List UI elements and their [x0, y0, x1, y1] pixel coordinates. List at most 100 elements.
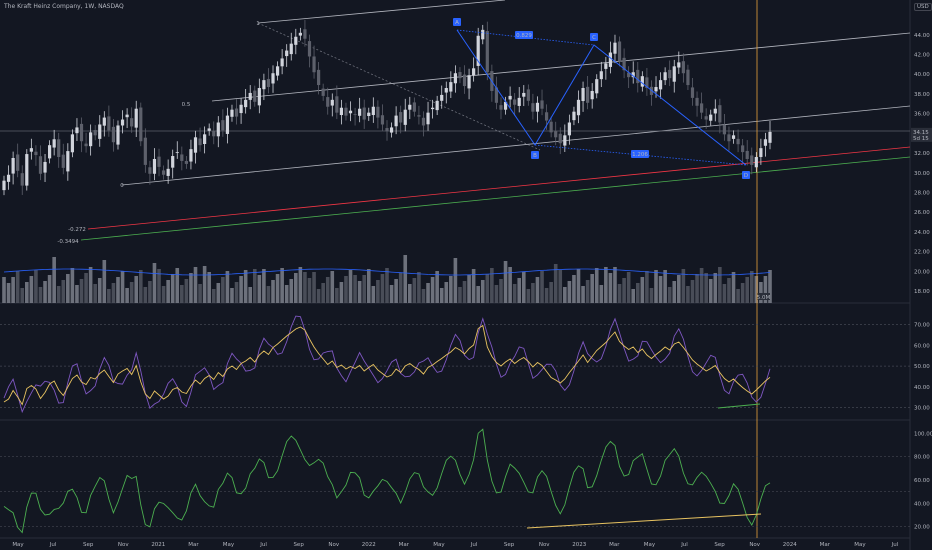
volume-bar [376, 280, 380, 303]
volume-bar [663, 270, 667, 303]
volume-bar [180, 285, 184, 303]
time-axis[interactable]: May Jul Sep Nov 2021 Mar May Jul Sep Nov 2022 Mar Ma… [12, 542, 898, 548]
time-tick-label: May [433, 542, 445, 548]
stoch-panel: 100.00 80.00 60.00 40.00 20.00 [0, 428, 932, 534]
volume-label: 5.0M [757, 295, 771, 301]
candle-body [253, 90, 257, 102]
volume-bar [202, 266, 207, 303]
candle-body [535, 102, 540, 112]
candle-body [590, 90, 594, 100]
candle-body [75, 127, 79, 134]
candle-body [111, 126, 116, 143]
volume-bar [303, 272, 307, 303]
harmonic-pattern[interactable]: A B C D 0.829 1.206 [453, 18, 750, 179]
volume-bar [672, 281, 677, 303]
candle-body [216, 122, 220, 137]
candle-body [143, 137, 147, 165]
candle-body [435, 100, 439, 111]
volume-bar [38, 287, 43, 303]
volume-bar [298, 267, 303, 303]
candle-body [394, 115, 398, 127]
price-axis[interactable]: 44.0042.0040.0038.0036.0034.0032.0030.00… [911, 33, 932, 295]
fib-label-neg-3494: -0.3494 [57, 239, 79, 245]
candle-body [608, 52, 613, 67]
candle-body [248, 92, 252, 100]
candle-body [193, 137, 198, 153]
indicator-tick-label: 50.00 [914, 364, 930, 370]
candle-body [426, 112, 430, 125]
candle-body [371, 106, 375, 116]
volume-bar [467, 275, 471, 303]
pattern-legs [456, 29, 747, 166]
price-tick-label: 28.00 [914, 191, 930, 197]
time-tick-label: Jul [680, 542, 688, 548]
volume-bar [102, 260, 107, 303]
volume-bar [385, 268, 389, 303]
indicator-tick-label: 20.00 [914, 525, 930, 531]
price-tick-label: 18.00 [914, 289, 930, 295]
candle-body [125, 114, 129, 118]
volume-bar [271, 280, 275, 303]
candle-body [212, 130, 216, 137]
candle-body [166, 168, 170, 176]
candle-body [544, 112, 549, 121]
candle-body [285, 50, 289, 57]
candle-body [522, 92, 526, 97]
candle-body [52, 139, 56, 148]
candle-body [70, 134, 74, 153]
candle-body [257, 88, 261, 106]
pattern-point-c: C [592, 35, 596, 41]
volume-bar [590, 274, 594, 303]
volume-bar [257, 275, 262, 303]
candle-body [531, 103, 535, 112]
candle-body [161, 170, 166, 175]
candle-body [631, 72, 635, 78]
volume-bar [667, 287, 672, 303]
candle-body [221, 120, 225, 131]
volume-bar [731, 272, 736, 303]
currency-badge[interactable]: USD [914, 3, 932, 11]
candle-body [417, 115, 421, 117]
candlesticks [2, 19, 772, 196]
candle-body [339, 107, 344, 116]
indicator-tick-label: 100.00 [914, 431, 932, 437]
time-tick-label: May [12, 542, 24, 548]
candle-body [385, 128, 389, 132]
candle-body [330, 99, 334, 106]
volume-bar [430, 277, 435, 303]
candle-body [636, 69, 640, 84]
volume-bar [189, 273, 193, 303]
volume-bar [138, 270, 143, 303]
candle-body [645, 77, 649, 89]
volume-bar [749, 271, 754, 303]
volume-bar [225, 271, 230, 303]
fib-line-neg1 [87, 146, 911, 230]
time-tick-label: Jul [470, 542, 478, 548]
ratio-label: 0.829 [516, 33, 532, 39]
volume-bar [330, 271, 335, 303]
divergence-line [526, 513, 762, 529]
candle-body [120, 119, 125, 126]
volume-bar [722, 284, 727, 303]
trend-channel[interactable]: 1 0.5 0 -0.272 -0.3494 [0, 0, 911, 538]
volume-bar [116, 277, 120, 303]
volume-bar [389, 285, 394, 303]
time-tick-label: 2023 [572, 542, 586, 548]
candle-body [485, 31, 489, 73]
volume-bar [677, 275, 681, 303]
candle-body [526, 89, 530, 101]
candle-body [239, 104, 243, 114]
candle-body [681, 61, 685, 74]
candle-body [668, 69, 672, 79]
volume-bar [704, 273, 708, 303]
pattern-point-d: D [744, 173, 748, 179]
volume-bar [321, 283, 325, 303]
volume-bar [635, 283, 640, 303]
candle-body [503, 101, 508, 110]
volume-bar [47, 275, 52, 303]
candle-body [262, 80, 266, 90]
ratio-label: 1.206 [632, 152, 648, 158]
candle-body [440, 94, 444, 101]
volume-bar [526, 289, 531, 303]
